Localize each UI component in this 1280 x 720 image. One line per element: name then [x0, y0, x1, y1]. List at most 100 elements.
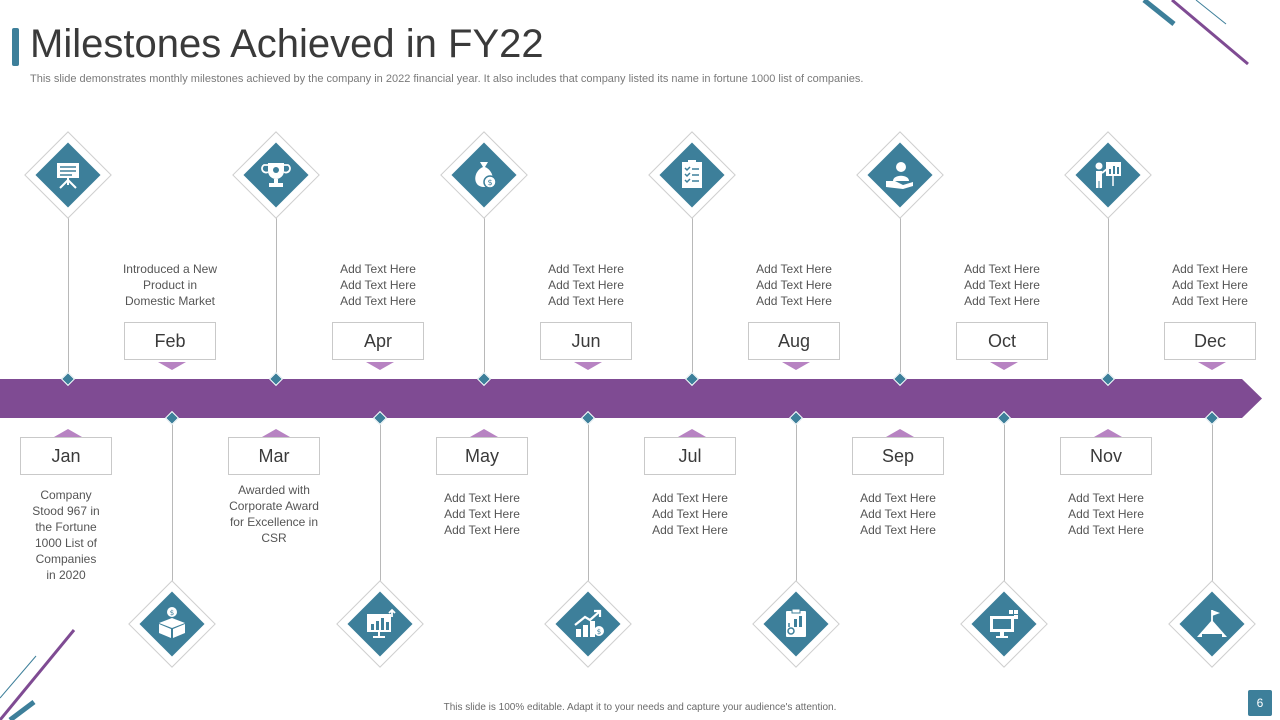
description-line: Add Text Here — [1068, 507, 1144, 521]
description-line: Companies — [35, 552, 97, 566]
milestone-description: Add Text Here Add Text Here Add Text Here — [838, 490, 958, 538]
footer-note: This slide is 100% editable. Adapt it to… — [443, 702, 837, 713]
description-line: Add Text Here — [756, 294, 832, 308]
description-line: Add Text Here — [860, 523, 936, 537]
description-line: Add Text Here — [444, 523, 520, 537]
connector-line — [1004, 418, 1005, 595]
svg-text:$: $ — [170, 609, 174, 617]
milestone-description: Add Text Here Add Text Here Add Text Here — [318, 261, 438, 309]
growth-chart-icon — [367, 608, 396, 638]
milestone-icon-tile: $ — [139, 591, 205, 657]
month-label-jun: Jun — [540, 322, 632, 360]
page-title: Milestones Achieved in FY22 — [30, 22, 544, 66]
connector-line — [1212, 418, 1213, 595]
milestone-icon-frame — [1168, 580, 1256, 668]
description-line: Add Text Here — [444, 507, 520, 521]
milestone-icon-frame — [1064, 131, 1152, 219]
milestone-icon-frame — [856, 131, 944, 219]
month-label-jul: Jul — [644, 437, 736, 475]
milestone-icon-tile — [1075, 142, 1141, 208]
corner-decoration-bottom-left — [0, 629, 76, 720]
milestone-description: Add Text Here Add Text Here Add Text Here — [1150, 261, 1270, 309]
trophy-icon — [261, 163, 291, 187]
description-line: Add Text Here — [548, 278, 624, 292]
milestone-icon-tile — [1179, 591, 1245, 657]
month-label-nov: Nov — [1060, 437, 1152, 475]
monitor-icon — [990, 610, 1018, 638]
connector-line — [1108, 205, 1109, 379]
description-line: Add Text Here — [964, 278, 1040, 292]
description-line: Add Text Here — [652, 491, 728, 505]
description-line: for Excellence in — [229, 515, 319, 529]
description-line: Corporate Award — [229, 499, 319, 513]
corner-decoration-top-right — [1142, 0, 1249, 66]
description-line: Product in — [142, 278, 198, 292]
rising-bars-icon: $ — [574, 609, 604, 637]
connector-line — [276, 205, 277, 379]
description-line: Add Text Here — [340, 262, 416, 276]
money-bag-icon: $ — [475, 162, 497, 189]
month-label-sep: Sep — [852, 437, 944, 475]
description-line: CSR — [261, 531, 287, 545]
milestone-icon-tile — [763, 591, 829, 657]
month-pointer — [366, 362, 394, 370]
connector-line — [68, 205, 69, 379]
month-pointer — [886, 429, 914, 437]
timeline-arrow — [0, 379, 1262, 418]
month-pointer — [470, 429, 498, 437]
description-line: Add Text Here — [1068, 523, 1144, 537]
milestone-icon-frame: $ — [544, 580, 632, 668]
description-line: Add Text Here — [1172, 278, 1248, 292]
milestone-icon-frame: $ — [440, 131, 528, 219]
connector-line — [172, 418, 173, 595]
connector-line — [484, 205, 485, 379]
description-line: Add Text Here — [756, 262, 832, 276]
milestone-icon-frame — [336, 580, 424, 668]
milestone-description: Add Text Here Add Text Here Add Text Here — [526, 261, 646, 309]
connector-line — [796, 418, 797, 595]
description-line: Awarded with — [238, 483, 310, 497]
handshake-icon — [886, 162, 913, 189]
milestone-icon-frame — [232, 131, 320, 219]
connector-line — [588, 418, 589, 595]
month-label-dec: Dec — [1164, 322, 1256, 360]
checklist-icon — [682, 160, 702, 188]
milestone-icon-tile: $ — [451, 142, 517, 208]
description-line: Add Text Here — [756, 278, 832, 292]
milestone-icon-frame — [24, 131, 112, 219]
milestone-icon-frame — [648, 131, 736, 219]
milestone-description: Add Text Here Add Text Here Add Text Here — [422, 490, 542, 538]
description-line: Introduced a New — [122, 262, 218, 276]
month-label-aug: Aug — [748, 322, 840, 360]
milestone-icon-frame — [960, 580, 1048, 668]
month-label-oct: Oct — [956, 322, 1048, 360]
description-line: Add Text Here — [1172, 262, 1248, 276]
milestone-description: Company Stood 967 in the Fortune 1000 List … — [6, 487, 126, 583]
milestone-icon-tile — [971, 591, 1037, 657]
month-label-may: May — [436, 437, 528, 475]
month-pointer — [782, 362, 810, 370]
milestone-description: Add Text Here Add Text Here Add Text Here — [1046, 490, 1166, 538]
milestone-description: Add Text Here Add Text Here Add Text Here — [630, 490, 750, 538]
milestone-description: Introduced a New Product in Domestic Marke… — [110, 261, 230, 309]
milestone-icon-tile: $ — [555, 591, 621, 657]
milestone-icon-tile — [243, 142, 309, 208]
description-line: Add Text Here — [548, 294, 624, 308]
month-pointer — [1094, 429, 1122, 437]
description-line: Add Text Here — [340, 278, 416, 292]
milestone-description: Add Text Here Add Text Here Add Text Here — [942, 261, 1062, 309]
description-line: Company — [40, 488, 92, 502]
description-line: Add Text Here — [860, 507, 936, 521]
month-pointer — [574, 362, 602, 370]
milestone-icon-tile — [347, 591, 413, 657]
connector-line — [380, 418, 381, 595]
month-label-feb: Feb — [124, 322, 216, 360]
presenter-icon — [1095, 162, 1121, 188]
description-line: Add Text Here — [964, 262, 1040, 276]
description-line: 1000 List of — [34, 536, 98, 550]
description-line: Stood 967 in — [32, 504, 100, 518]
presentation-board-icon — [57, 163, 79, 189]
month-label-apr: Apr — [332, 322, 424, 360]
description-line: in 2020 — [46, 568, 86, 582]
page-subtitle: This slide demonstrates monthly mileston… — [30, 73, 864, 85]
